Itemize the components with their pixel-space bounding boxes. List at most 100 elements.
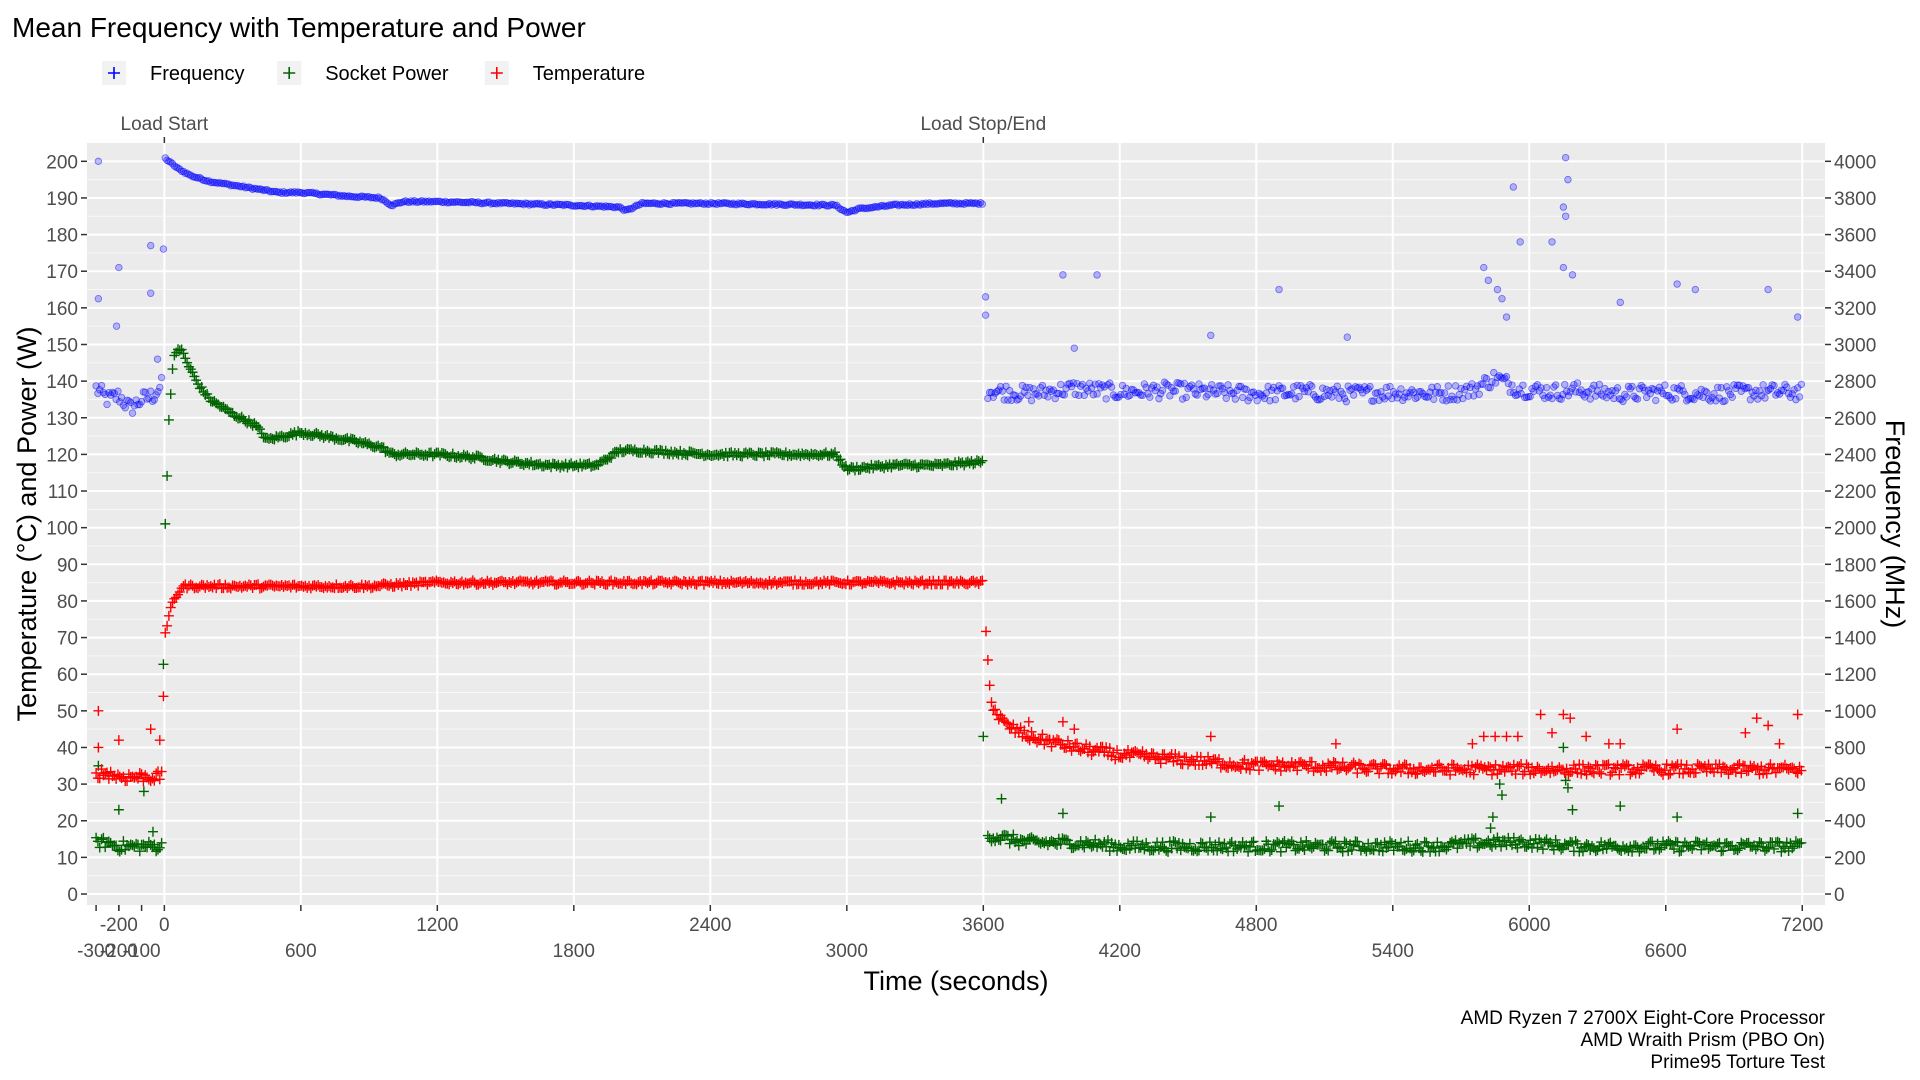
y2-tick-label: 1000 (1834, 702, 1876, 723)
data-point (1164, 381, 1172, 389)
outlier-point (1559, 203, 1568, 211)
data-point (1369, 397, 1378, 405)
y2-tick-label: 3200 (1834, 299, 1876, 320)
y-tick-label: 140 (46, 372, 78, 393)
data-point (114, 387, 122, 395)
data-point (1761, 394, 1769, 402)
data-point (1679, 387, 1687, 395)
data-point (829, 447, 840, 458)
data-point (183, 361, 194, 372)
y-tick-label: 30 (57, 775, 78, 796)
data-point (178, 348, 189, 359)
data-point (1339, 390, 1347, 398)
y2-tick-label: 1200 (1834, 665, 1876, 686)
data-point (1428, 383, 1436, 392)
data-point (467, 198, 475, 206)
data-point (1044, 393, 1052, 401)
data-point (1795, 393, 1804, 401)
data-point (1102, 395, 1110, 403)
y-axis-label: Temperature (°C) and Power (W) (12, 327, 42, 722)
data-point (1193, 391, 1201, 399)
data-point (483, 198, 492, 206)
data-point (114, 846, 125, 857)
data-point (1107, 383, 1116, 391)
data-point (1067, 382, 1076, 391)
data-point (989, 393, 998, 401)
data-point (1288, 390, 1296, 398)
data-point (1331, 388, 1340, 396)
outlier-point (1673, 280, 1681, 288)
y-tick-label: 80 (57, 592, 78, 613)
y2-tick-label: 2000 (1834, 519, 1876, 540)
data-point (1222, 394, 1230, 402)
outlier-point (981, 293, 990, 301)
y2-axis-label: Frequency (MHz) (1880, 420, 1910, 629)
data-point (1542, 383, 1551, 392)
data-point (1759, 381, 1767, 389)
data-point (134, 846, 145, 857)
caption: AMD Ryzen 7 2700X Eight-Core ProcessorAM… (1461, 1008, 1826, 1073)
x-tick-label: 3000 (826, 941, 868, 962)
outlier-point (112, 322, 121, 330)
data-point (1366, 382, 1374, 391)
legend-item-frequency: Frequency (102, 61, 245, 85)
outlier-point (146, 289, 155, 297)
x-tick-label: 600 (285, 941, 317, 962)
y2-tick-label: 2800 (1834, 372, 1876, 393)
data-point (709, 199, 717, 208)
data-point (1721, 397, 1729, 405)
data-point (977, 455, 988, 466)
data-point (1551, 381, 1560, 389)
x-tick-label: -200 (100, 915, 138, 936)
data-point (1106, 379, 1114, 387)
outlier-point (1561, 153, 1570, 162)
data-point (1717, 384, 1725, 392)
y-tick-label: 170 (46, 262, 78, 283)
grid (87, 143, 1825, 905)
x-tick-label: 4200 (1099, 941, 1141, 962)
data-point (1333, 382, 1341, 390)
outlier-point (1548, 238, 1556, 246)
outlier-point (1070, 344, 1078, 352)
y-tick-label: 160 (46, 299, 78, 320)
outlier-point (1343, 333, 1351, 341)
data-point (1479, 380, 1487, 388)
outlier-point (1484, 276, 1493, 285)
data-point (1703, 388, 1711, 396)
data-point (1224, 381, 1232, 389)
data-point (159, 245, 168, 253)
x-tick-label: 7200 (1781, 915, 1823, 936)
data-point (1659, 389, 1667, 398)
data-point (1526, 392, 1534, 401)
data-point (1628, 382, 1636, 391)
data-point (149, 839, 160, 850)
outlier-point (1794, 313, 1802, 321)
data-point (1724, 387, 1733, 395)
data-point (1035, 392, 1043, 400)
y2-tick-label: 1400 (1834, 629, 1876, 650)
y2-tick-label: 2200 (1834, 482, 1876, 503)
data-point (1238, 393, 1247, 402)
x-tick-label: 0 (159, 915, 170, 936)
data-point (1056, 380, 1065, 389)
data-point (703, 200, 712, 208)
caption-line: Prime95 Torture Test (1650, 1052, 1825, 1073)
data-point (1328, 393, 1336, 401)
data-point (1182, 393, 1190, 402)
outlier-point (94, 157, 103, 166)
data-point (103, 400, 111, 409)
outlier-point (981, 311, 990, 319)
data-point (1448, 392, 1456, 400)
data-point (606, 453, 617, 464)
data-point (1757, 392, 1766, 400)
data-point (975, 457, 986, 468)
data-point (1502, 372, 1511, 381)
data-point (1384, 392, 1392, 400)
x-tick-label: 2400 (689, 915, 731, 936)
outlier-point (1509, 183, 1518, 191)
x-tick-label: 1800 (553, 941, 595, 962)
data-point (157, 373, 166, 382)
y-tick-label: 40 (57, 738, 78, 759)
data-point (1433, 383, 1442, 391)
